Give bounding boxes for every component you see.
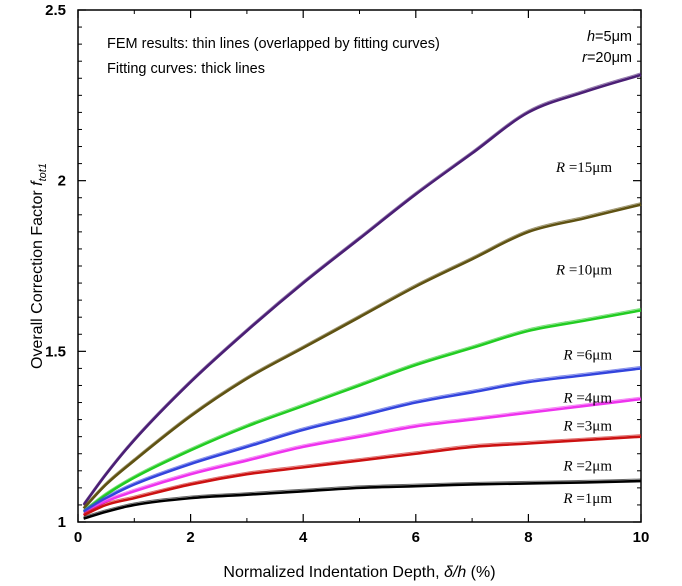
h-label: h=5μm xyxy=(587,29,632,45)
series-labels: R =15μm R =10μm R =6μm R =4μm R =3μm R =2μm R … xyxy=(555,160,612,507)
x-tick-label: 2 xyxy=(186,529,194,546)
x-tick-label: 8 xyxy=(524,529,532,546)
fem-line xyxy=(83,307,642,511)
x-tick-label: 4 xyxy=(299,529,308,546)
x-axis-title: Normalized Indentation Depth, δ/h (%) xyxy=(223,564,495,581)
series-line xyxy=(82,367,642,513)
y-tick-label: 2 xyxy=(58,173,66,190)
series-label: R =3μm xyxy=(562,418,612,434)
y-tick-label: 1 xyxy=(58,514,66,531)
y-tick-label: 1.5 xyxy=(45,343,66,360)
fem-line xyxy=(83,434,642,514)
axes: 0 2 4 6 8 10 1 1.5 2 2.5 xyxy=(45,2,649,546)
fem-line xyxy=(83,202,642,507)
series-label: R =10μm xyxy=(555,262,612,278)
x-tick-label: 10 xyxy=(633,529,650,546)
fem-line xyxy=(83,365,642,511)
series-label: R =6μm xyxy=(562,348,612,364)
note-line-1: FEM results: thin lines (overlapped by f… xyxy=(107,36,440,52)
series-label: R =4μm xyxy=(562,390,612,406)
series-label: R =1μm xyxy=(562,491,612,507)
series-line xyxy=(82,397,642,517)
series-line xyxy=(83,479,642,520)
note-line-2: Fitting curves: thick lines xyxy=(107,61,265,77)
series-layer xyxy=(82,72,642,520)
r-label: r=20μm xyxy=(582,50,632,66)
fem-line xyxy=(83,478,642,518)
y-axis-title: Overall Correction Factor ftot1 xyxy=(29,163,49,369)
series-label: R =2μm xyxy=(562,459,612,475)
y-tick-label: 2.5 xyxy=(45,2,66,19)
x-tick-label: 6 xyxy=(412,529,420,546)
fem-line xyxy=(83,396,642,514)
series-line xyxy=(82,73,642,506)
series-line xyxy=(82,309,642,513)
fem-line xyxy=(83,72,642,504)
series-line xyxy=(82,203,642,510)
x-tick-label: 0 xyxy=(74,529,82,546)
series-line xyxy=(83,435,642,517)
series-label: R =15μm xyxy=(555,160,612,176)
